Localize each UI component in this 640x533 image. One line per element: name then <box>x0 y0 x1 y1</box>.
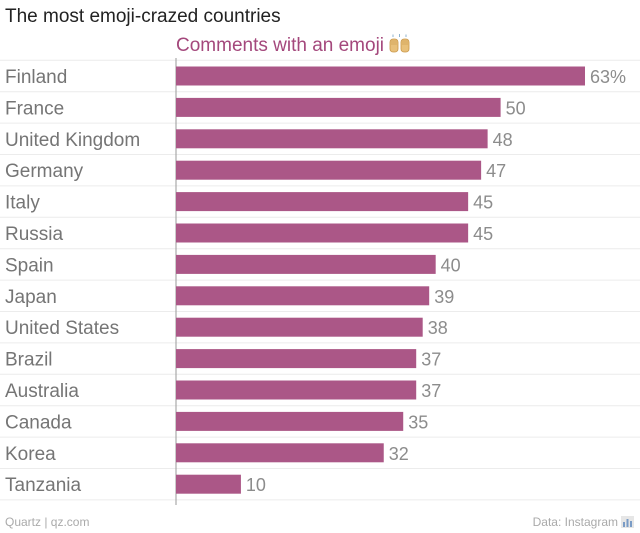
bar <box>176 192 469 212</box>
bar <box>176 160 482 180</box>
chart-title: The most emoji-crazed countries <box>5 6 281 27</box>
bar <box>176 254 436 274</box>
subtitle-text: Comments with an emoji <box>176 35 385 56</box>
value-label: 47 <box>486 161 506 181</box>
category-label: Finland <box>5 67 67 88</box>
bar <box>176 443 384 463</box>
bar <box>176 97 501 117</box>
bar <box>176 66 585 86</box>
value-label: 39 <box>434 287 454 307</box>
category-label: Tanzania <box>5 475 81 496</box>
category-label: Spain <box>5 255 54 276</box>
category-label: Brazil <box>5 350 53 371</box>
category-label: United Kingdom <box>5 130 140 151</box>
category-label: Australia <box>5 381 79 402</box>
bar <box>176 474 241 494</box>
chart-subtitle: Comments with an emoji <box>176 34 412 57</box>
value-label: 38 <box>428 318 448 338</box>
bar-chart-icon <box>621 516 634 528</box>
footer-source-right: Data: Instagram <box>532 515 618 529</box>
category-label: Japan <box>5 287 57 308</box>
category-label: Russia <box>5 224 64 245</box>
value-label: 32 <box>389 444 409 464</box>
bar <box>176 317 423 337</box>
value-label: 40 <box>441 255 461 275</box>
bar <box>176 349 417 369</box>
bar <box>176 223 469 243</box>
raising-hands-emoji-icon <box>388 34 412 54</box>
category-label: France <box>5 98 64 119</box>
category-label: Canada <box>5 412 72 433</box>
value-label: 35 <box>408 412 428 432</box>
value-label: 10 <box>246 475 266 495</box>
bar <box>176 286 430 306</box>
bar <box>176 411 404 431</box>
category-label: United States <box>5 318 119 339</box>
category-label: Germany <box>5 161 84 182</box>
footer-source-left: Quartz | qz.com <box>5 515 90 529</box>
value-label: 45 <box>473 224 493 244</box>
value-label: 48 <box>493 130 513 150</box>
value-label: 45 <box>473 193 493 213</box>
value-label: 63% <box>590 67 626 87</box>
value-label: 37 <box>421 350 441 370</box>
value-label: 50 <box>506 98 526 118</box>
bar <box>176 380 417 400</box>
category-label: Korea <box>5 444 56 465</box>
category-label: Italy <box>5 193 40 214</box>
value-label: 37 <box>421 381 441 401</box>
bar <box>176 129 488 149</box>
